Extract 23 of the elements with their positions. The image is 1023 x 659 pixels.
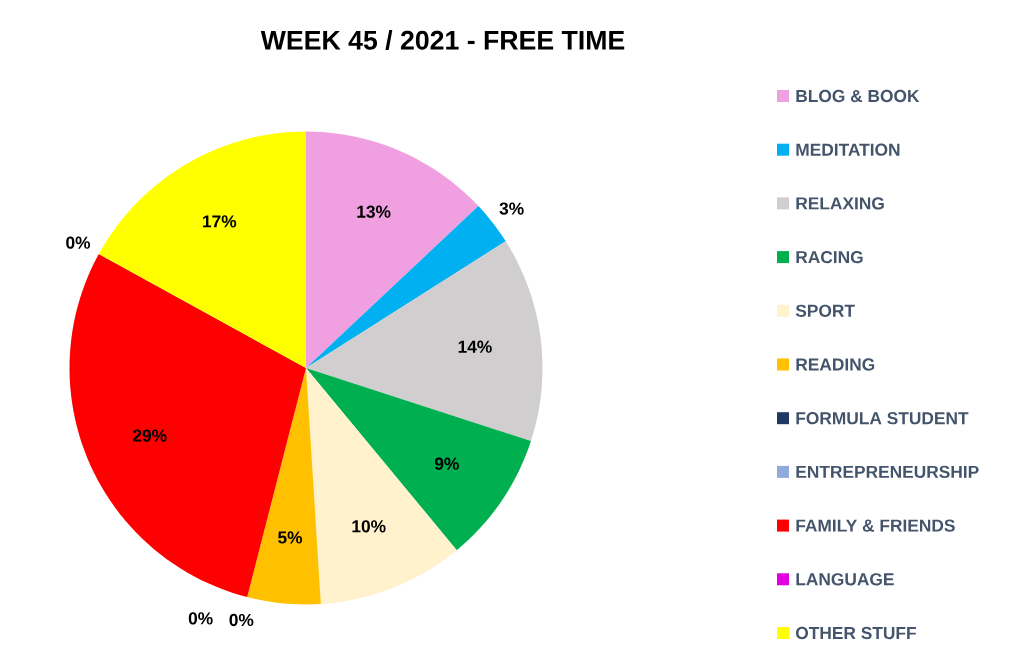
data-label: 3%: [499, 202, 524, 215]
legend-label: MEDITATION: [796, 143, 900, 156]
data-label: 5%: [278, 531, 303, 544]
legend-label: LANGUAGE: [796, 573, 894, 586]
legend-label: FORMULA STUDENT: [796, 412, 969, 425]
legend-label: RACING: [796, 250, 863, 264]
legend-label: RELAXING: [796, 197, 884, 210]
data-label: 17%: [203, 215, 237, 228]
text: 0%: [188, 612, 213, 625]
legend-label: READING: [796, 358, 875, 371]
data-label: 10%: [352, 520, 386, 533]
data-label: 13%: [357, 205, 391, 218]
chart-title: WEEK 45 / 2021 - FREE TIME: [260, 30, 625, 50]
legend-label: FAMILY & FRIENDS: [796, 519, 955, 532]
legend-label: ENTREPRENEURSHIP: [796, 465, 979, 479]
legend-label: OTHER STUFF: [795, 626, 916, 640]
text: 0%: [66, 236, 91, 249]
data-label: 29%: [132, 429, 167, 442]
data-label: 9%: [434, 457, 459, 470]
legend-label: SPORT: [795, 304, 855, 317]
legend-label: BLOG & BOOK: [796, 89, 920, 103]
text: 0%: [229, 613, 254, 627]
data-label: 14%: [458, 340, 492, 353]
